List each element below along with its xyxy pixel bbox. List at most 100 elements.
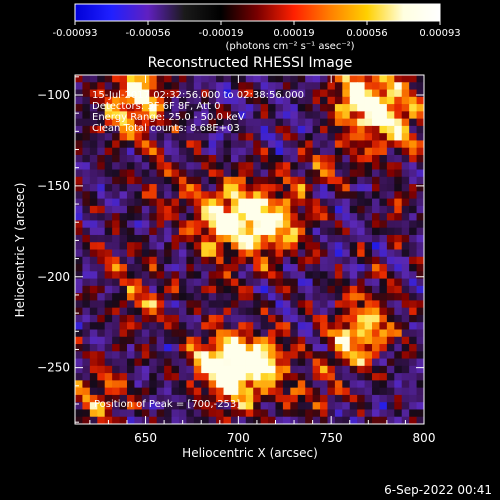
heatmap-cell [134, 394, 143, 403]
heatmap-cell [364, 300, 373, 309]
heatmap-cell [230, 213, 239, 222]
heatmap-cell [379, 293, 388, 301]
heatmap-cell [268, 213, 277, 222]
heatmap-cell [104, 365, 113, 374]
heatmap-cell [297, 82, 306, 91]
heatmap-cell [416, 111, 424, 120]
heatmap-cell [297, 402, 306, 411]
heatmap-cell [409, 242, 418, 251]
heatmap-cell [297, 387, 306, 396]
heatmap-cell [320, 329, 329, 338]
heatmap-cell [178, 380, 187, 389]
heatmap-cell [201, 176, 210, 185]
heatmap-cell [386, 322, 395, 331]
heatmap-cell [216, 409, 225, 418]
heatmap-cell [312, 176, 321, 185]
heatmap-cell [334, 140, 343, 149]
heatmap-cell [208, 271, 217, 280]
heatmap-cell [290, 191, 299, 200]
heatmap-cell [245, 394, 254, 403]
heatmap-cell [357, 387, 366, 396]
heatmap-cell [149, 184, 158, 192]
heatmap-cell [112, 242, 121, 251]
heatmap-cell [82, 198, 91, 207]
heatmap-cell [156, 198, 165, 207]
heatmap-cell [186, 300, 195, 309]
heatmap-cell [364, 82, 373, 91]
heatmap-cell [245, 169, 254, 178]
heatmap-cell [149, 242, 158, 251]
heatmap-cell [357, 271, 366, 280]
heatmap-cell [156, 111, 165, 120]
heatmap-cell [253, 205, 262, 214]
heatmap-cell [216, 307, 225, 316]
heatmap-cell [349, 191, 358, 200]
heatmap-cell [82, 358, 91, 367]
heatmap-cell [97, 169, 106, 178]
heatmap-cell [149, 118, 158, 127]
heatmap-cell [290, 234, 299, 243]
heatmap-cell [320, 176, 329, 185]
heatmap-cell [171, 198, 180, 207]
heatmap-cell [82, 147, 91, 156]
heatmap-cell [401, 176, 410, 185]
heatmap-cell [171, 380, 180, 389]
heatmap-cell [245, 402, 254, 411]
heatmap-cell [112, 256, 121, 265]
heatmap-cell [141, 118, 150, 127]
heatmap-cell [193, 336, 202, 345]
heatmap-cell [290, 169, 299, 178]
heatmap-cell [386, 220, 395, 229]
heatmap-cell [186, 322, 195, 331]
heatmap-cell [186, 351, 195, 360]
heatmap-cell [141, 234, 150, 243]
heatmap-cell [260, 365, 269, 374]
heatmap-cell [164, 314, 173, 323]
heatmap-cell [297, 213, 306, 222]
heatmap-cell [312, 256, 321, 265]
annotation-detectors: Detectors: 3F 6F 8F, Att 0 [92, 101, 220, 112]
heatmap-cell [245, 75, 254, 83]
heatmap-cell [334, 271, 343, 280]
heatmap-cell [119, 322, 128, 331]
heatmap-cell [253, 242, 262, 251]
heatmap-cell [401, 191, 410, 200]
heatmap-cell [75, 351, 84, 360]
heatmap-cell [282, 234, 291, 243]
heatmap-cell [290, 75, 299, 83]
heatmap-cell [320, 133, 329, 142]
heatmap-cell [82, 394, 91, 403]
heatmap-cell [342, 394, 351, 403]
heatmap-cell [82, 104, 91, 112]
heatmap-cell [394, 198, 403, 207]
heatmap-cell [112, 220, 121, 229]
heatmap-cell [97, 402, 106, 411]
heatmap-cell [386, 169, 395, 178]
heatmap-cell [253, 82, 262, 91]
heatmap-cell [104, 104, 113, 112]
heatmap-cell [178, 176, 187, 185]
heatmap-cell [201, 271, 210, 280]
heatmap-cell [386, 344, 395, 352]
heatmap-cell [394, 191, 403, 200]
heatmap-cell [305, 162, 314, 171]
heatmap-cell [386, 227, 395, 236]
heatmap-cell [290, 242, 299, 251]
heatmap-cell [320, 409, 329, 418]
heatmap-cell [409, 344, 418, 352]
heatmap-cell [178, 133, 187, 142]
heatmap-cell [126, 118, 136, 127]
heatmap-cell [409, 227, 418, 236]
heatmap-cell [320, 402, 329, 411]
heatmap-cell [268, 154, 277, 163]
heatmap-cell [260, 271, 269, 280]
heatmap-cell [149, 140, 158, 149]
heatmap-cell [416, 300, 424, 309]
heatmap-cell [230, 314, 239, 323]
heatmap-cell [357, 336, 366, 345]
heatmap-cell [357, 278, 366, 287]
heatmap-cell [253, 314, 262, 323]
heatmap-cell [193, 234, 202, 243]
heatmap-cell [82, 205, 91, 214]
heatmap-cell [327, 314, 336, 323]
